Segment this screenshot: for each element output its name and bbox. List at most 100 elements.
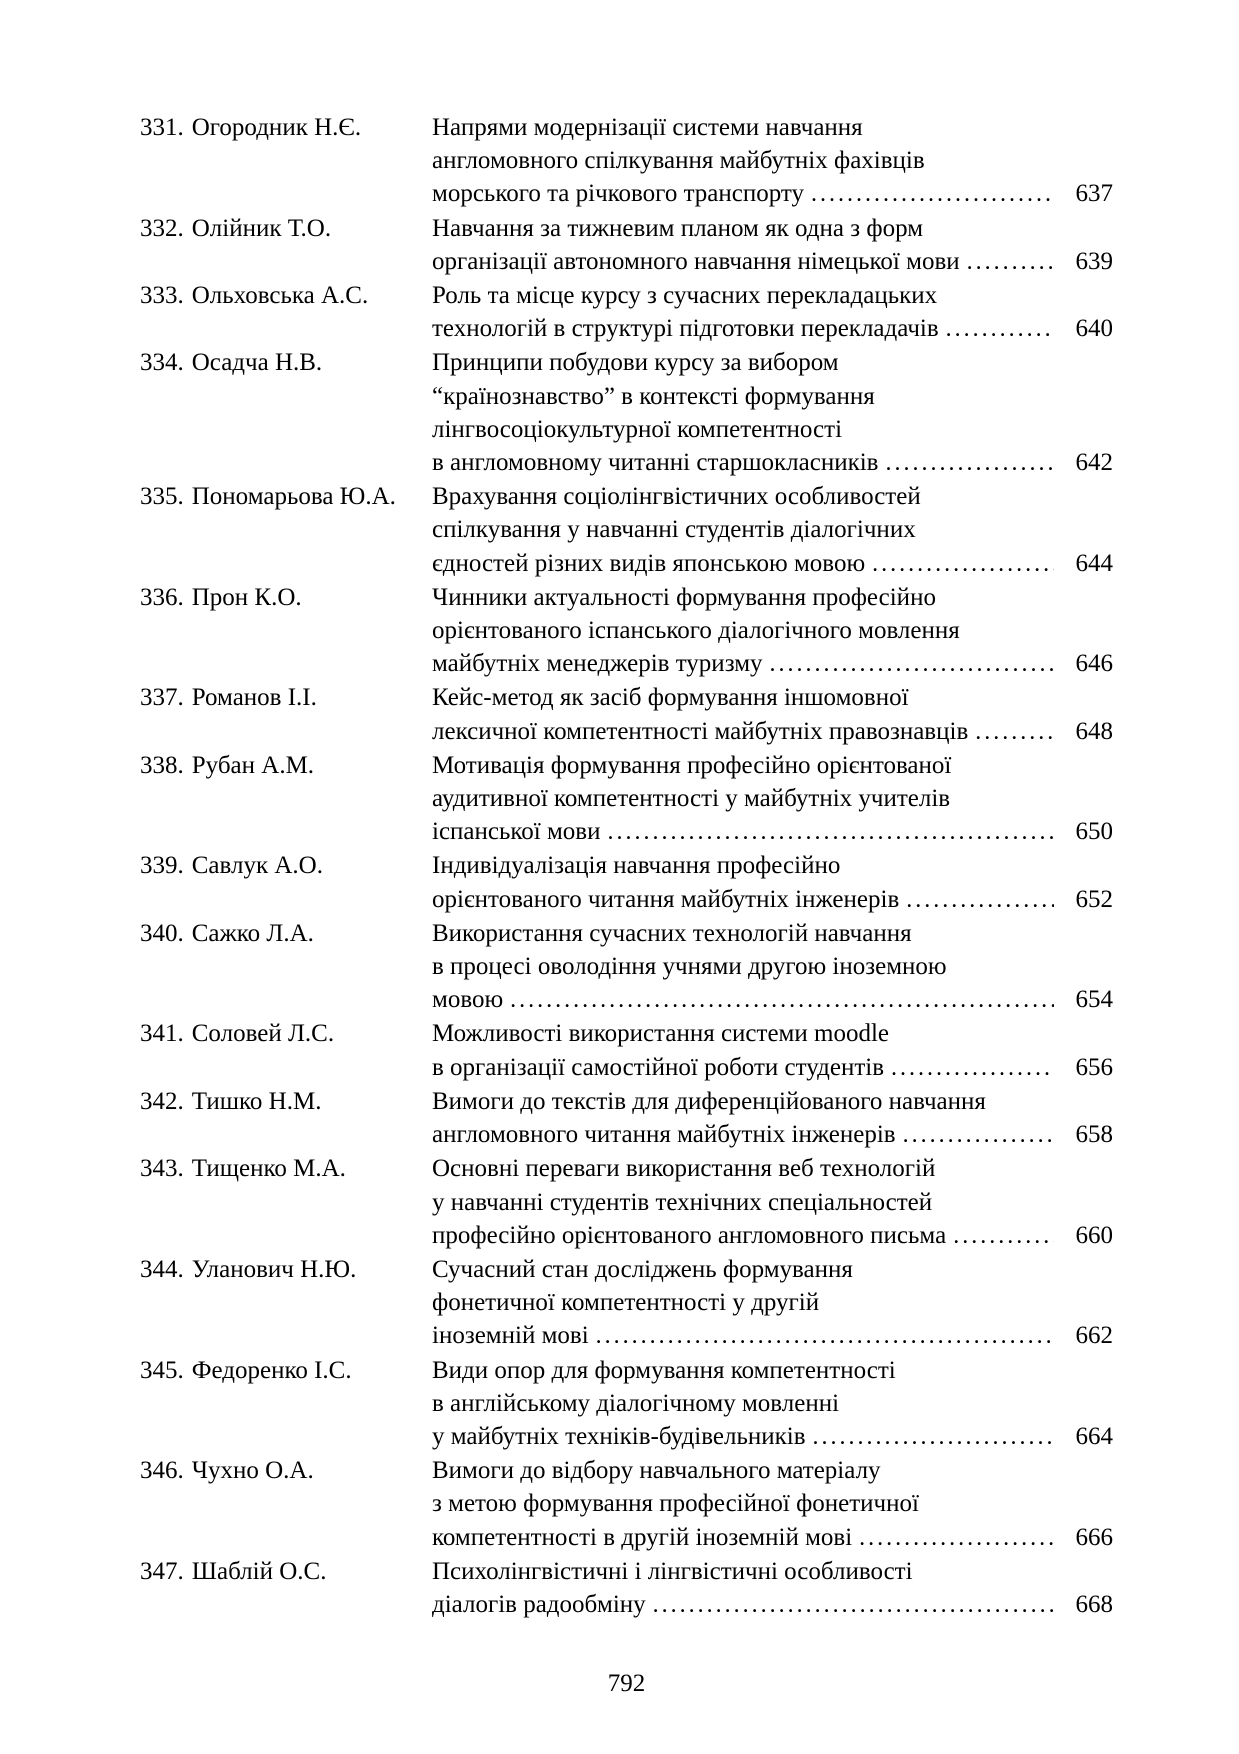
title-line: організації автономного навчання німецьк… bbox=[432, 245, 1113, 279]
entry-title: Психолінгвістичні і лінгвістичні особлив… bbox=[432, 1555, 1113, 1622]
dot-leader: ........................................… bbox=[595, 1323, 1054, 1350]
title-line-text: Вимоги до відбору навчального матеріалу bbox=[432, 1457, 881, 1485]
entry-title: Використання сучасних технологій навчанн… bbox=[432, 917, 1113, 1018]
title-line: Вимоги до відбору навчального матеріалу bbox=[432, 1454, 1113, 1487]
title-line-text: компетентності в другій іноземній мові bbox=[432, 1523, 853, 1551]
entry-title: Чинники актуальності формування професій… bbox=[432, 581, 1113, 682]
toc-entry: 347. Шаблій О.С. Психолінгвістичні і лінг… bbox=[140, 1555, 1113, 1622]
title-line-text: в англомовному читанні старшокласників bbox=[432, 449, 879, 477]
title-line-text: з метою формування професійної фонетично… bbox=[432, 1490, 919, 1518]
title-line: Напрями модернізації системи навчання bbox=[432, 111, 1113, 144]
entry-title: Врахування соціолінгвістичних особливост… bbox=[432, 480, 1113, 581]
title-line: технологій в структурі підготовки перекл… bbox=[432, 312, 1113, 346]
toc-list: 331. Огородник Н.Є. Напрями модернізації … bbox=[140, 111, 1113, 1622]
entry-page-number: 644 bbox=[1075, 549, 1114, 577]
entry-page-number: 656 bbox=[1075, 1053, 1114, 1081]
entry-author: Шаблій О.С. bbox=[191, 1557, 327, 1585]
entry-number: 346. bbox=[140, 1457, 184, 1485]
title-line: Вимоги до текстів для диференційованого … bbox=[432, 1085, 1113, 1118]
entry-number: 344. bbox=[140, 1255, 184, 1283]
entry-page-number: 637 bbox=[1075, 180, 1114, 208]
entry-title: Вимоги до відбору навчального матеріалу з… bbox=[432, 1454, 1113, 1555]
title-line-text: Психолінгвістичні і лінгвістичні особлив… bbox=[432, 1557, 913, 1585]
entry-author-cell: 333. Ольховська А.С. bbox=[140, 279, 432, 312]
entry-title: Принципи побудови курсу за вибором “країн… bbox=[432, 346, 1113, 480]
entry-number: 333. bbox=[140, 282, 184, 310]
entry-page-number: 664 bbox=[1075, 1422, 1114, 1450]
entry-title: Індивідуалізація навчання професійно оріє… bbox=[432, 849, 1113, 916]
entry-number: 331. bbox=[140, 114, 184, 141]
title-line: професійно орієнтованого англомовного пи… bbox=[432, 1219, 1113, 1253]
entry-title: Вимоги до текстів для диференційованого … bbox=[432, 1085, 1113, 1152]
title-line: діалогів радообміну.....................… bbox=[432, 1588, 1113, 1622]
dot-leader: ........................................… bbox=[966, 248, 1054, 275]
toc-entry: 346. Чухно О.А. Вимоги до відбору навчаль… bbox=[140, 1454, 1113, 1555]
title-line: мовою...................................… bbox=[432, 983, 1113, 1017]
entry-author: Савлук А.О. bbox=[191, 852, 323, 880]
title-line-text: лінгвосоціокультурної компетентності bbox=[432, 415, 843, 443]
entry-author-cell: 340. Сажко Л.А. bbox=[140, 917, 432, 950]
entry-page-number: 646 bbox=[1075, 650, 1114, 678]
dot-leader: ........................................… bbox=[510, 987, 1054, 1014]
title-line: майбутніх менеджерів туризму............… bbox=[432, 647, 1113, 681]
entry-author: Огородник Н.Є. bbox=[191, 114, 362, 141]
title-line: у майбутніх техніків-будівельників......… bbox=[432, 1420, 1113, 1454]
entry-author-cell: 332. Олійник Т.О. bbox=[140, 212, 432, 245]
toc-entry: 340. Сажко Л.А. Використання сучасних тех… bbox=[140, 917, 1113, 1018]
title-line-text: Вимоги до текстів для диференційованого … bbox=[432, 1087, 986, 1115]
title-line-text: морського та річкового транспорту bbox=[432, 180, 805, 208]
title-line: спілкування у навчанні студентів діалогі… bbox=[432, 513, 1113, 546]
entry-number: 347. bbox=[140, 1557, 184, 1585]
title-line-text: Напрями модернізації системи навчання bbox=[432, 114, 863, 141]
title-line-text: Основні переваги використання веб технол… bbox=[432, 1155, 936, 1183]
entry-author: Тищенко М.А. bbox=[191, 1155, 346, 1183]
title-line-text: “країнознавство” в контексті формування bbox=[432, 382, 875, 410]
entry-title: Основні переваги використання веб технол… bbox=[432, 1152, 1113, 1253]
title-line: англомовного спілкування майбутніх фахів… bbox=[432, 144, 1113, 177]
title-line-text: організації автономного навчання німецьк… bbox=[432, 247, 960, 275]
entry-page-number: 639 bbox=[1075, 247, 1114, 275]
title-line-text: Кейс-метод як засіб формування іншомовно… bbox=[432, 684, 909, 712]
dot-leader: ........................................… bbox=[902, 1122, 1054, 1149]
title-line-text: в процесі оволодіння учнями другою інозе… bbox=[432, 953, 947, 981]
entry-author: Чухно О.А. bbox=[191, 1457, 314, 1485]
dot-leader: ........................................… bbox=[975, 718, 1054, 745]
entry-number: 339. bbox=[140, 852, 184, 880]
title-line-text: Сучасний стан досліджень формування bbox=[432, 1255, 853, 1283]
entry-page-number: 668 bbox=[1075, 1590, 1114, 1618]
entry-number: 337. bbox=[140, 684, 184, 712]
title-line: Можливості використання системи moodle bbox=[432, 1017, 1113, 1050]
toc-entry: 331. Огородник Н.Є. Напрями модернізації … bbox=[140, 111, 1113, 212]
dot-leader: ........................................… bbox=[607, 819, 1054, 846]
title-line: в англомовному читанні старшокласників..… bbox=[432, 446, 1113, 480]
entry-author: Сажко Л.А. bbox=[191, 919, 314, 947]
dot-leader: ........................................… bbox=[945, 316, 1054, 343]
entry-author-cell: 342. Тишко Н.М. bbox=[140, 1085, 432, 1118]
title-line-text: аудитивної компетентності у майбутніх уч… bbox=[432, 785, 951, 813]
title-line: англомовного читання майбутніх інженерів… bbox=[432, 1118, 1113, 1152]
title-line: в організації самостійної роботи студент… bbox=[432, 1051, 1113, 1085]
entry-page-number: 650 bbox=[1075, 818, 1114, 846]
title-line-text: орієнтованого читання майбутніх інженері… bbox=[432, 885, 900, 913]
entry-author-cell: 335. Пономарьова Ю.А. bbox=[140, 480, 432, 513]
title-line-text: у майбутніх техніків-будівельників bbox=[432, 1422, 806, 1450]
entry-page-number: 642 bbox=[1075, 449, 1114, 477]
title-line-text: англомовного спілкування майбутніх фахів… bbox=[432, 147, 925, 175]
entry-page-number: 648 bbox=[1075, 717, 1114, 745]
title-line: іноземній мові..........................… bbox=[432, 1319, 1113, 1353]
entry-author-cell: 331. Огородник Н.Є. bbox=[140, 111, 432, 144]
entry-author: Рубан А.М. bbox=[191, 751, 315, 779]
entry-author-cell: 337. Романов І.І. bbox=[140, 681, 432, 714]
entry-author-cell: 341. Соловей Л.С. bbox=[140, 1017, 432, 1050]
dot-leader: ........................................… bbox=[769, 651, 1054, 678]
title-line-text: Індивідуалізація навчання професійно bbox=[432, 852, 841, 880]
entry-author-cell: 336. Прон К.О. bbox=[140, 581, 432, 614]
title-line: Кейс-метод як засіб формування іншомовно… bbox=[432, 681, 1113, 714]
toc-entry: 333. Ольховська А.С. Роль та місце курсу … bbox=[140, 279, 1113, 346]
dot-leader: ........................................… bbox=[811, 181, 1054, 208]
title-line: єдностей різних видів японською мовою...… bbox=[432, 547, 1113, 581]
entry-author-cell: 334. Осадча Н.В. bbox=[140, 346, 432, 379]
title-line-text: в організації самостійної роботи студент… bbox=[432, 1053, 885, 1081]
toc-entry: 339. Савлук А.О. Індивідуалізація навчанн… bbox=[140, 849, 1113, 916]
title-line: Принципи побудови курсу за вибором bbox=[432, 346, 1113, 379]
